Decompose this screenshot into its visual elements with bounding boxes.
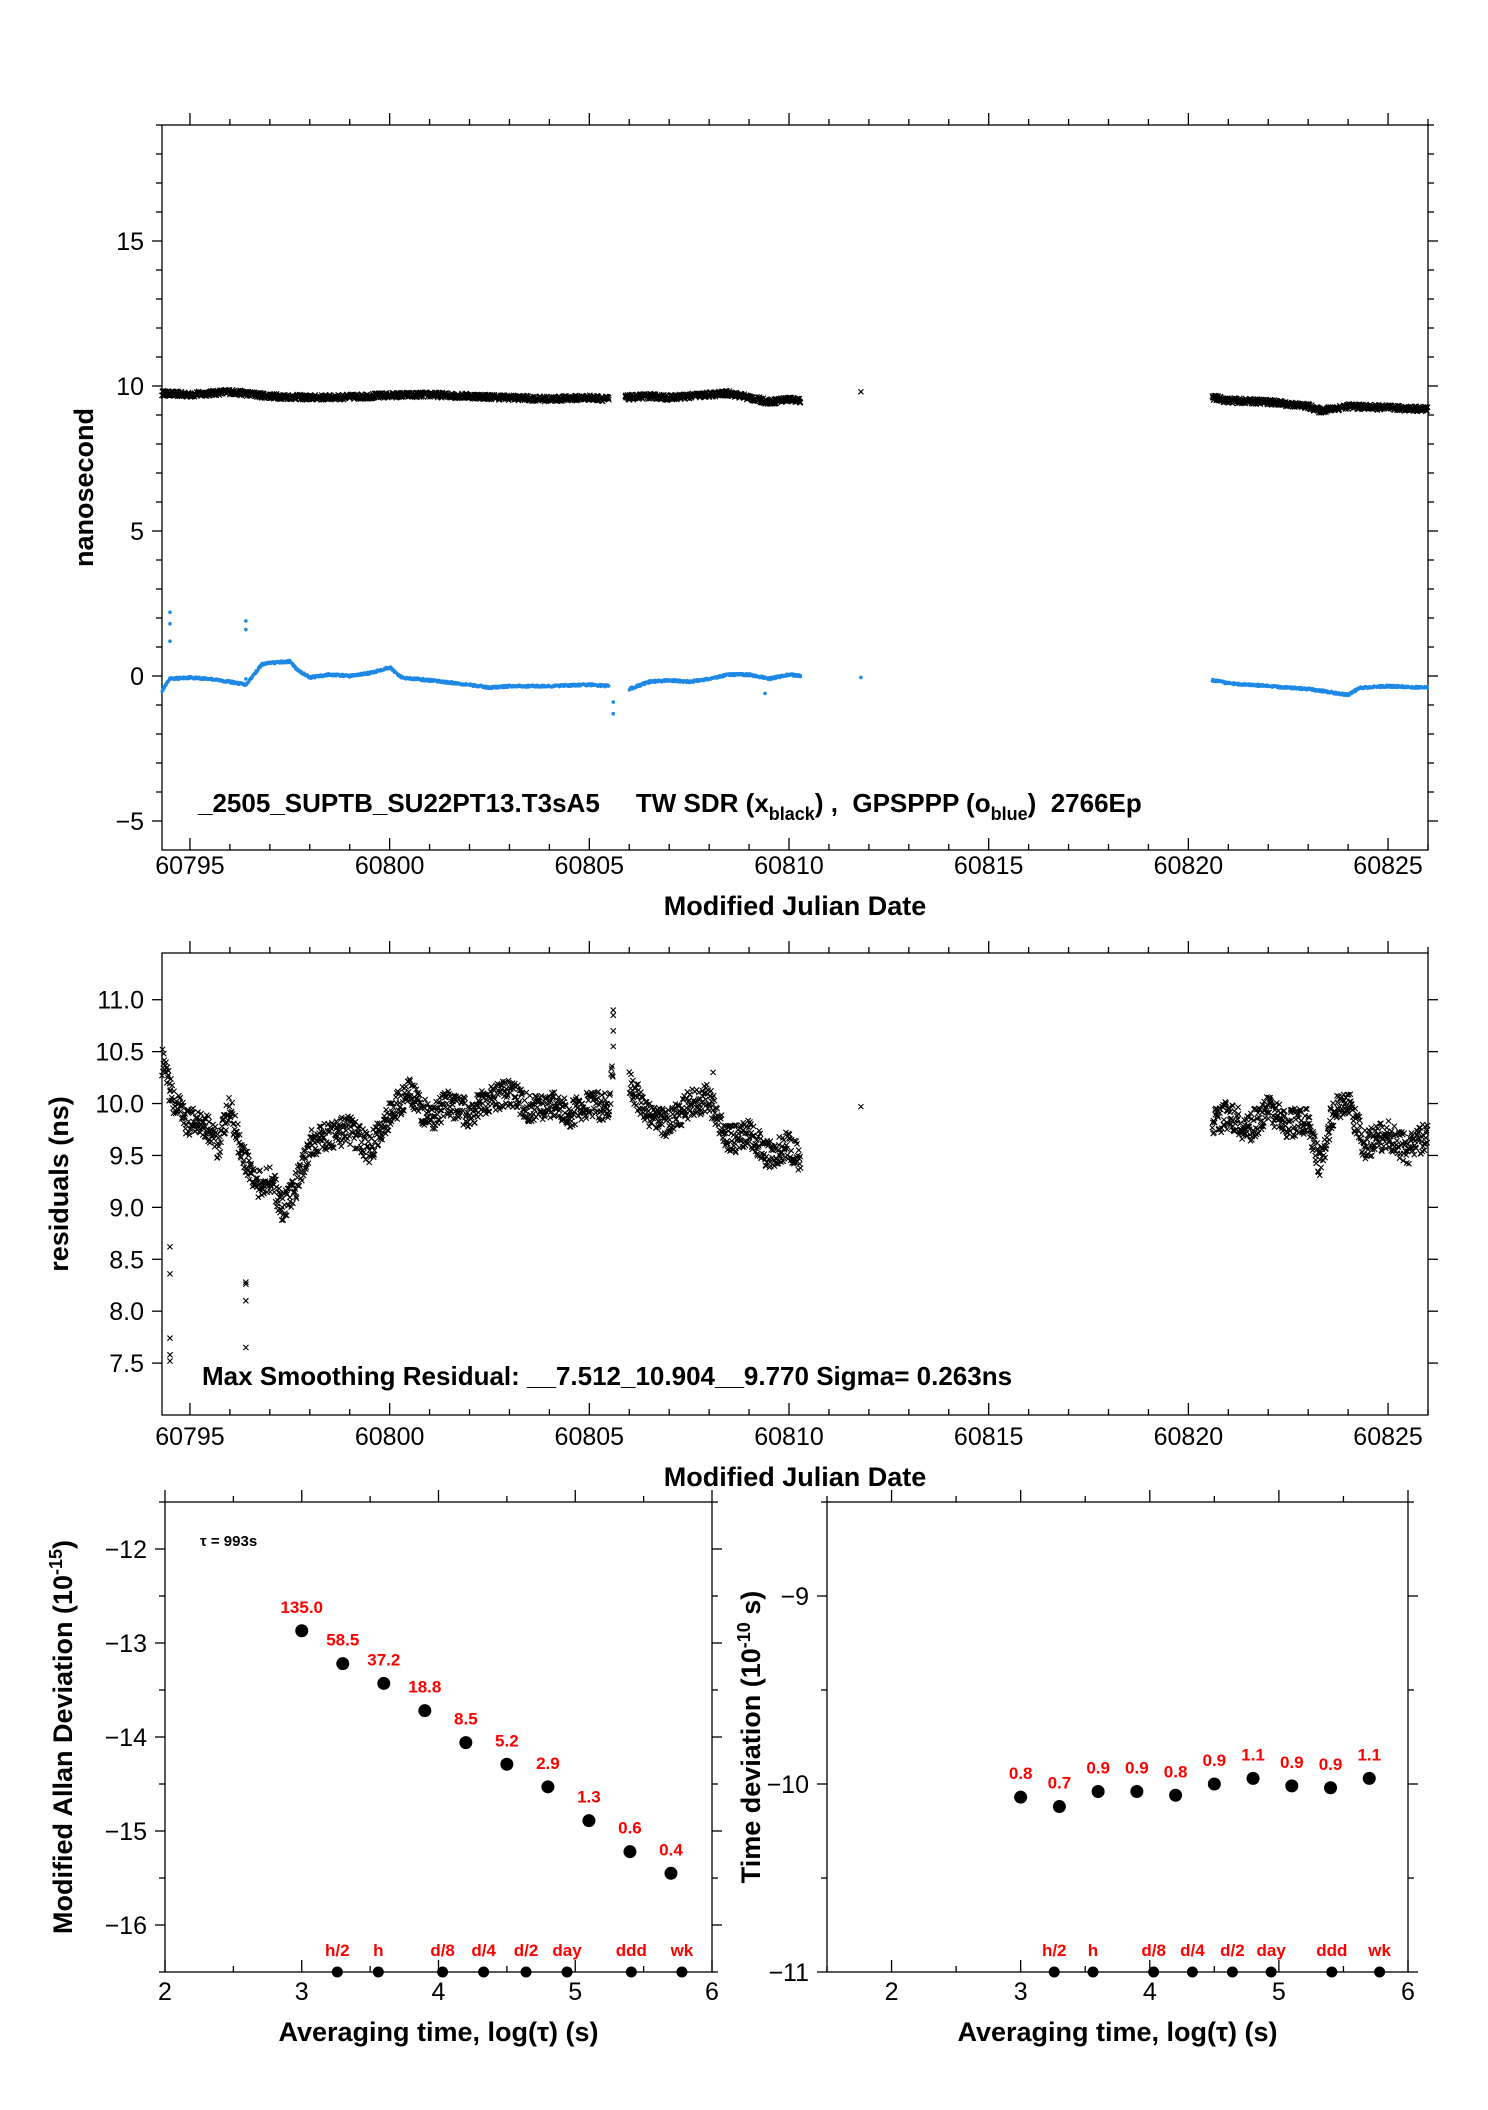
top-gpsppp-point xyxy=(1426,687,1429,690)
mid-xtick-label: 60805 xyxy=(555,1423,625,1451)
top-xlabel: Modified Julian Date xyxy=(664,891,927,921)
mid-resid-point xyxy=(359,1140,364,1145)
mid-resid-point xyxy=(522,1098,527,1103)
top-xtick-label: 60810 xyxy=(754,852,824,880)
mid-resid-point xyxy=(217,1134,222,1139)
mid-axes: 60795 60800 60805 60810 60815 60820 60825 7.5 8.… xyxy=(95,941,1438,1492)
top-xtick-label: 60800 xyxy=(355,852,425,880)
mid-resid-point xyxy=(367,1160,372,1165)
mid-ytick-label: 10.0 xyxy=(95,1091,144,1119)
mid-resid-point xyxy=(170,1083,175,1088)
mid-resid-point xyxy=(309,1127,314,1132)
mid-ytick-label: 10.5 xyxy=(95,1039,144,1067)
mid-resid-point xyxy=(590,1114,595,1119)
mid-xtick-label: 60825 xyxy=(1353,1423,1423,1451)
top-gpsppp-outlier xyxy=(244,677,248,681)
mid-resid-series xyxy=(159,1008,1430,1364)
top-gpsppp-outlier xyxy=(168,639,172,643)
mid-frame xyxy=(162,953,1428,1415)
mid-ytick-label: 8.0 xyxy=(109,1298,144,1326)
top-ytick-label: 5 xyxy=(130,518,144,546)
mid-resid-point xyxy=(403,1084,408,1089)
mid-ytick-label: 9.5 xyxy=(109,1142,144,1170)
mid-ytick-label: 9.0 xyxy=(109,1194,144,1222)
top-twsdr-point xyxy=(858,389,863,394)
top-annotation: _2505_SUPTB_SU22PT13.T3sA5 TW SDR (xblac… xyxy=(197,788,1142,824)
top-gpsppp-point xyxy=(607,684,610,687)
top-gpsppp-outlier xyxy=(244,628,248,632)
mid-resid-point xyxy=(178,1095,183,1100)
top-xtick-label: 60825 xyxy=(1353,852,1423,880)
top-xtick-label: 60805 xyxy=(555,852,625,880)
top-ylabel: nanosecond xyxy=(69,408,99,567)
mid-resid-point xyxy=(218,1149,223,1154)
mid-ylabel: residuals (ns) xyxy=(44,1096,74,1272)
mid-xtick-label: 60820 xyxy=(1154,1423,1224,1451)
mid-resid-point xyxy=(439,1120,444,1125)
top-gpsppp-outlier xyxy=(168,610,172,614)
top-ytick-label: 0 xyxy=(130,663,144,691)
mid-ytick-label: 8.5 xyxy=(109,1246,144,1274)
top-twsdr-series xyxy=(159,387,1430,415)
top-xtick-label: 60820 xyxy=(1154,852,1224,880)
top-gpsppp-outlier xyxy=(611,700,615,704)
mid-xlabel: Modified Julian Date xyxy=(664,1462,927,1492)
mid-xtick-label: 60800 xyxy=(355,1423,425,1451)
mid-xtick-label: 60795 xyxy=(155,1423,225,1451)
top-xtick-label: 60795 xyxy=(155,852,225,880)
mid-resid-point xyxy=(527,1093,532,1098)
top-gpsppp-outlier xyxy=(611,712,615,716)
top-frame xyxy=(162,125,1428,850)
top-ytick-label: −5 xyxy=(115,808,144,836)
top-ytick-label: 15 xyxy=(116,228,144,256)
top-xtick-label: 60815 xyxy=(954,852,1024,880)
top-gpsppp-outlier xyxy=(244,619,248,623)
mid-resid-point xyxy=(348,1142,353,1147)
mid-ytick-label: 7.5 xyxy=(109,1350,144,1378)
top-gpsppp-point xyxy=(859,676,863,680)
top-gpsppp-outlier xyxy=(168,622,172,626)
mid-ytick-label: 11.0 xyxy=(97,987,144,1015)
mid-resid-point xyxy=(562,1096,567,1101)
mid-resid-point xyxy=(472,1120,477,1125)
top-gpsppp-point xyxy=(799,675,802,678)
mid-xtick-label: 60815 xyxy=(954,1423,1024,1451)
mid-resid-point xyxy=(217,1153,222,1158)
mid-resid-point xyxy=(235,1122,240,1127)
mid-resid-point xyxy=(226,1095,231,1100)
top-gpsppp-outlier xyxy=(763,692,767,696)
top-ytick-label: 10 xyxy=(116,373,144,401)
top-gpsppp-series xyxy=(160,610,1429,715)
mid-xtick-label: 60810 xyxy=(754,1423,824,1451)
